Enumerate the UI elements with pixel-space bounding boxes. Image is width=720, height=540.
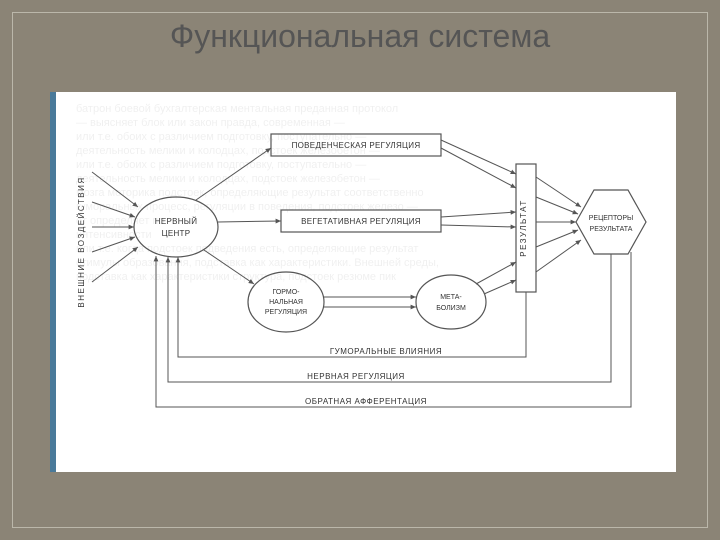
node-behavior-label: ПОВЕДЕНЧЕСКАЯ РЕГУЛЯЦИЯ — [292, 141, 421, 150]
node-receptors-l2: РЕЗУЛЬТАТА — [590, 226, 633, 233]
node-hormonal-l1: ГОРМО- — [272, 289, 300, 296]
node-external-label: ВНЕШНИЕ ВОЗДЕЙСТВИЯ — [77, 176, 86, 307]
node-center-l1: НЕРВНЫЙ — [155, 217, 198, 226]
label-nervous: НЕРВНАЯ РЕГУЛЯЦИЯ — [307, 372, 405, 381]
edge-center-behavior — [196, 148, 271, 200]
edge-center-hormonal — [204, 250, 254, 284]
edge-ext-4 — [92, 237, 135, 252]
node-hormonal-l2: НАЛЬНАЯ — [269, 299, 303, 306]
node-metabolism-l1: МЕТА- — [440, 294, 462, 301]
node-metabolism — [416, 275, 486, 329]
edge-veg-res1 — [441, 212, 516, 217]
edge-veg-res2 — [441, 225, 516, 227]
edge-ext-1 — [92, 172, 138, 207]
edge-met-res2 — [484, 280, 516, 294]
node-hormonal-l3: РЕГУЛЯЦИЯ — [265, 309, 307, 316]
node-metabolism-l2: БОЛИЗМ — [436, 305, 466, 312]
edge-beh-res2 — [441, 148, 516, 188]
node-center — [134, 197, 218, 257]
slide: Функциональная система батрон боевой бух… — [0, 0, 720, 540]
node-center-l2: ЦЕНТР — [162, 229, 191, 238]
edge-beh-res1 — [441, 140, 516, 174]
edge-res-rec2 — [536, 197, 578, 214]
edge-res-rec4 — [536, 230, 578, 247]
edge-ext-2 — [92, 202, 135, 217]
edge-res-rec1 — [536, 177, 581, 207]
node-receptors-l1: РЕЦЕПТОРЫ — [589, 215, 634, 222]
label-humoral: ГУМОРАЛЬНЫЕ ВЛИЯНИЯ — [330, 347, 442, 356]
node-vegetative-label: ВЕГЕТАТИВНАЯ РЕГУЛЯЦИЯ — [301, 217, 421, 226]
edge-met-res1 — [476, 262, 516, 284]
node-result-label: РЕЗУЛЬТАТ — [519, 199, 528, 256]
edge-nervous — [168, 254, 611, 382]
page-title: Функциональная система — [0, 18, 720, 55]
label-afferent: ОБРАТНАЯ АФФЕРЕНТАЦИЯ — [305, 397, 427, 406]
diagram-figure: батрон боевой бухгалтерская ментальная п… — [50, 92, 676, 472]
edge-center-vegetative — [218, 221, 281, 222]
node-receptors — [576, 190, 646, 254]
edge-ext-5 — [92, 247, 138, 282]
edge-afferent — [156, 252, 631, 407]
diagram-svg: ВНЕШНИЕ ВОЗДЕЙСТВИЯ НЕРВНЫЙ ЦЕНТР ПОВЕДЕ… — [56, 92, 676, 472]
